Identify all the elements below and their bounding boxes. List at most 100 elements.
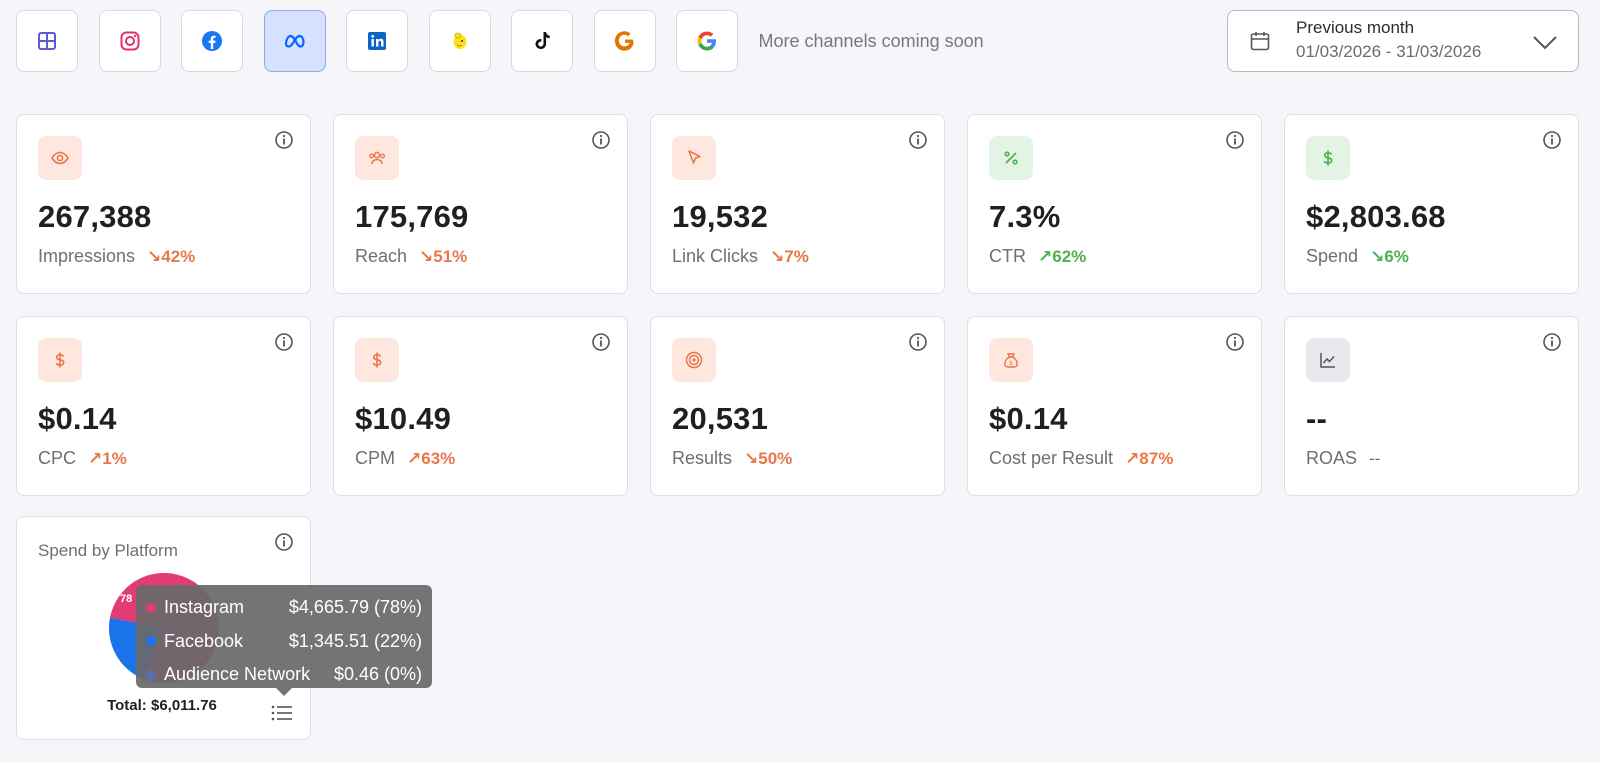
date-range-picker[interactable]: Previous month 01/03/2026 - 31/03/2026 xyxy=(1227,10,1579,72)
metric-card-cpc: $0.14 CPC ↗1% xyxy=(16,316,311,496)
metric-change: ↘51% xyxy=(419,246,468,266)
metric-card-link-clicks: 19,532 Link Clicks ↘7% xyxy=(650,114,945,294)
info-icon[interactable] xyxy=(908,130,928,150)
metric-value: $0.14 xyxy=(989,401,1068,436)
info-icon[interactable] xyxy=(591,332,611,352)
audience-network-dot xyxy=(146,669,156,680)
tooltip-row: Facebook $1,345.51 (22%) xyxy=(146,625,422,659)
dollar-icon-wrap xyxy=(1306,136,1350,180)
metric-value: 267,388 xyxy=(38,199,152,234)
metric-value: -- xyxy=(1306,401,1328,436)
channel-instagram-button[interactable] xyxy=(98,10,161,72)
grid-icon xyxy=(38,32,56,50)
channel-google-ads-button[interactable] xyxy=(593,10,656,72)
metric-card-impressions: 267,388 Impressions ↘42% xyxy=(16,114,311,294)
linkedin-icon xyxy=(368,32,386,50)
tooltip-platform-value: $4,665.79 (78%) xyxy=(288,597,422,618)
mailchimp-icon xyxy=(453,32,466,49)
spend-by-platform-title: Spend by Platform xyxy=(38,541,178,560)
dollar-icon xyxy=(372,352,382,368)
chevron-down-icon xyxy=(1533,36,1557,50)
metric-label: CPC xyxy=(38,448,77,468)
info-icon[interactable] xyxy=(1225,332,1245,352)
line-chart-icon xyxy=(1320,353,1335,368)
money-bag-icon: $ xyxy=(1004,353,1018,368)
info-icon[interactable] xyxy=(1225,130,1245,150)
info-icon[interactable] xyxy=(591,130,611,150)
metric-label: Reach xyxy=(355,246,408,266)
metric-label-row: ROAS -- xyxy=(1306,448,1380,469)
date-range-label: Previous month xyxy=(1296,18,1415,37)
pie-slice-label: 78 xyxy=(120,593,133,605)
channel-google-button[interactable] xyxy=(676,10,738,72)
metric-change: ↘6% xyxy=(1370,246,1409,266)
info-icon[interactable] xyxy=(1542,332,1562,352)
channel-linkedin-button[interactable] xyxy=(346,10,408,72)
metric-change: ↗63% xyxy=(407,448,456,468)
channel-tiktok-button[interactable] xyxy=(511,10,573,72)
info-icon[interactable] xyxy=(1542,130,1562,150)
dollar-icon xyxy=(55,352,65,368)
info-icon[interactable] xyxy=(908,332,928,352)
users-icon-wrap xyxy=(355,136,399,180)
metric-label: CTR xyxy=(989,246,1026,266)
metric-label-row: Link Clicks ↘7% xyxy=(672,246,809,267)
tooltip-platform-name: Instagram xyxy=(164,597,245,618)
list-icon[interactable] xyxy=(271,704,293,722)
metric-change: ↘42% xyxy=(147,246,196,266)
channel-meta-button[interactable] xyxy=(263,10,326,72)
metric-value: $0.14 xyxy=(38,401,117,436)
calendar-icon xyxy=(1250,32,1270,51)
percent-icon xyxy=(1004,151,1018,165)
metric-label-row: Cost per Result ↗87% xyxy=(989,448,1173,469)
line-chart-icon-wrap xyxy=(1306,338,1350,382)
metric-label-row: CTR ↗62% xyxy=(989,246,1086,267)
metric-label: Link Clicks xyxy=(672,246,759,266)
tooltip-platform-name: Audience Network xyxy=(164,664,311,685)
metric-label-row: Spend ↘6% xyxy=(1306,246,1409,267)
metric-label: Spend xyxy=(1306,246,1359,266)
money-bag-icon-wrap: $ xyxy=(989,338,1033,382)
pie-total: Total: $6,011.76 xyxy=(107,697,217,714)
metric-value: $10.49 xyxy=(355,401,452,436)
metric-label: ROAS xyxy=(1306,448,1358,468)
tiktok-icon xyxy=(535,32,550,49)
dollar-icon xyxy=(1323,150,1333,166)
metric-value: 20,531 xyxy=(672,401,769,436)
metric-value: 175,769 xyxy=(355,199,469,234)
metric-card-spend: $2,803.68 Spend ↘6% xyxy=(1284,114,1579,294)
svg-text:$: $ xyxy=(1009,360,1013,367)
info-icon[interactable] xyxy=(274,532,294,552)
channel-all-button[interactable] xyxy=(16,10,78,72)
eye-icon-wrap xyxy=(38,136,82,180)
metric-value: 7.3% xyxy=(989,199,1061,234)
metric-card-ctr: 7.3% CTR ↗62% xyxy=(967,114,1262,294)
metric-change: ↗1% xyxy=(88,448,127,468)
target-icon-wrap xyxy=(672,338,716,382)
tooltip-platform-name: Facebook xyxy=(164,630,244,651)
metric-change: ↘7% xyxy=(770,246,809,266)
channel-facebook-button[interactable] xyxy=(181,10,243,72)
metric-card-roas: -- ROAS -- xyxy=(1284,316,1579,496)
dollar-icon-wrap xyxy=(355,338,399,382)
metric-card-reach: 175,769 Reach ↘51% xyxy=(333,114,628,294)
target-icon xyxy=(685,351,703,369)
google-ads-icon xyxy=(614,31,634,51)
metric-label-row: CPM ↗63% xyxy=(355,448,455,469)
metric-label-row: Results ↘50% xyxy=(672,448,792,469)
channel-mailchimp-button[interactable] xyxy=(428,10,491,72)
metric-label: Cost per Result xyxy=(989,448,1114,468)
metric-change: -- xyxy=(1369,448,1381,468)
metric-value: $2,803.68 xyxy=(1306,199,1446,234)
metric-value: 19,532 xyxy=(672,199,769,234)
pie-tooltip: Instagram $4,665.79 (78%) Facebook $1,34… xyxy=(136,585,432,696)
metric-card-cost-per-result: $ $0.14 Cost per Result ↗87% xyxy=(967,316,1262,496)
tooltip-row: Instagram $4,665.79 (78%) xyxy=(146,591,422,625)
channel-bar: More channels coming soon xyxy=(16,10,984,72)
facebook-icon xyxy=(202,31,222,51)
info-icon[interactable] xyxy=(274,332,294,352)
metric-label-row: Reach ↘51% xyxy=(355,246,467,267)
metric-change: ↗62% xyxy=(1038,246,1087,266)
info-icon[interactable] xyxy=(274,130,294,150)
metric-label: Impressions xyxy=(38,246,136,266)
